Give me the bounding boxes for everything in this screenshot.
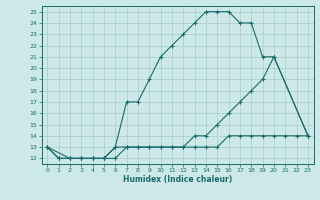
X-axis label: Humidex (Indice chaleur): Humidex (Indice chaleur) (123, 175, 232, 184)
